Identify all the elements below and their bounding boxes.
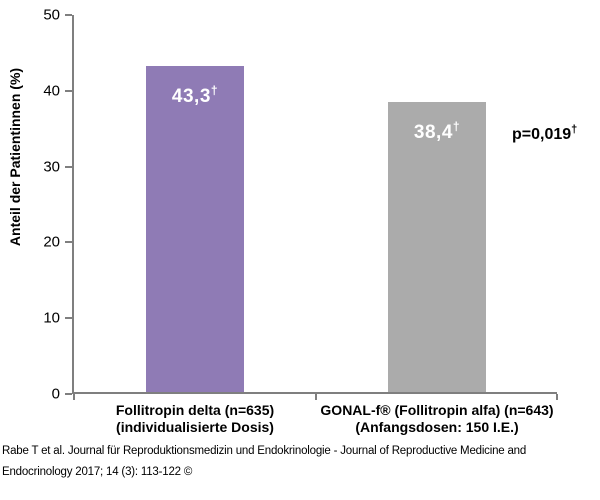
y-tick-mark <box>65 89 72 92</box>
dagger-symbol: † <box>571 123 578 136</box>
y-axis-tick-labels: 0 10 20 30 40 50 <box>0 7 60 403</box>
x-tick-mark <box>73 394 75 400</box>
y-tick-mark <box>65 14 72 16</box>
category-line: GONAL-f® (Follitropin alfa) (n=643) <box>320 402 554 418</box>
y-tick-mark <box>65 317 72 320</box>
p-value-annotation: p=0,019† <box>512 123 578 143</box>
category-line: (Anfangsdosen: 150 I.E.) <box>355 419 519 435</box>
citation-line: Endocrinology 2017; 14 (3): 113-122 © <box>2 466 193 478</box>
y-axis-tick-marks <box>65 14 72 395</box>
y-tick-mark <box>65 393 72 395</box>
y-tick-label: 50 <box>43 6 60 24</box>
y-tick-label: 20 <box>43 233 60 251</box>
y-tick-label: 40 <box>43 82 60 100</box>
plot-area: 43,3† 38,4† <box>72 15 557 394</box>
category-line: (individualisierte Dosis) <box>116 419 274 435</box>
bar-value-label: 43,3† <box>171 83 219 107</box>
x-tick-mark <box>556 394 558 400</box>
bar-gonal-f: 38,4† <box>388 102 486 392</box>
y-tick-label: 0 <box>51 385 60 403</box>
citation-line: Rabe T et al. Journal für Reproduktionsm… <box>2 445 527 457</box>
x-axis-tick-marks <box>73 394 558 400</box>
y-tick-mark <box>65 165 72 168</box>
y-tick-label: 10 <box>43 309 60 327</box>
dagger-symbol: † <box>452 120 461 135</box>
y-tick-label: 30 <box>43 158 60 176</box>
dagger-symbol: † <box>210 83 219 98</box>
category-label-follitropin-delta: Follitropin delta (n=635) (individualisi… <box>55 402 335 436</box>
citation: Rabe T et al. Journal für Reproduktionsm… <box>2 441 526 483</box>
category-line: Follitropin delta (n=635) <box>115 402 275 418</box>
x-tick-mark <box>314 394 317 400</box>
bar-follitropin-delta: 43,3† <box>146 65 244 392</box>
bar-value-label: 38,4† <box>413 120 461 144</box>
category-label-gonal-f: GONAL-f® (Follitropin alfa) (n=643) (Anf… <box>297 402 577 436</box>
y-tick-mark <box>65 241 72 244</box>
